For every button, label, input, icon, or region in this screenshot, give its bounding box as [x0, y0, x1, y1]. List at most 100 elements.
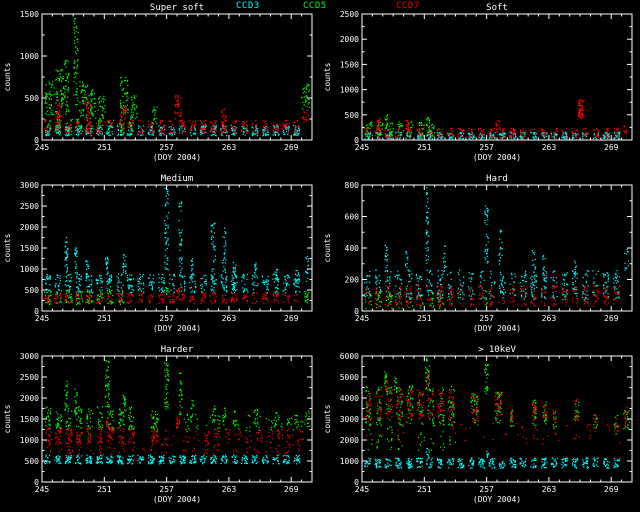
- y-tick-label: 3000: [340, 415, 359, 424]
- x-tick-label: 251: [417, 143, 432, 152]
- x-tick-label: 245: [355, 485, 370, 494]
- y-tick-label: 600: [345, 213, 360, 222]
- y-tick-label: 0: [34, 307, 39, 316]
- chart-hard: 245 251 257 263 269 0 200 400 600 800 (DOY 2004) co…: [323, 174, 633, 333]
- x-tick-label: 251: [97, 485, 112, 494]
- chart-medium: 245 251 257 263 269 0 500 1000 1500 2000 2500 3000 (…: [3, 174, 313, 333]
- y-tick-label: 0: [354, 307, 359, 316]
- x-tick-label: 263: [542, 314, 557, 323]
- x-tick-label: 263: [222, 143, 237, 152]
- x-tick-label: 257: [159, 485, 174, 494]
- chart-soft: 245 251 257 263 269 0 500 1000 1500 2000 2500 (DOY …: [323, 3, 633, 162]
- y-tick-label: 500: [25, 94, 40, 103]
- legend-ccd7-label: CCD7: [396, 1, 420, 11]
- y-tick-label: 2500: [20, 202, 39, 211]
- x-tick-label: 257: [479, 143, 494, 152]
- y-tick-label: 2000: [20, 394, 39, 403]
- chart-title: Hard: [486, 174, 508, 184]
- y-tick-label: 1000: [20, 265, 39, 274]
- scatter-points: [364, 357, 631, 469]
- plot-frame: [361, 13, 633, 141]
- y-tick-label: 0: [354, 136, 359, 145]
- scatter-points: [43, 187, 310, 306]
- x-tick-label: 245: [355, 314, 370, 323]
- chart-gt10kev: 245 251 257 263 269 0 1000 2000 3000 4000 5000 6000…: [323, 345, 633, 504]
- x-tick-label: 269: [284, 314, 299, 323]
- y-tick-label: 0: [34, 136, 39, 145]
- y-tick-label: 2000: [340, 35, 359, 44]
- x-tick-label: 251: [417, 485, 432, 494]
- x-tick-label: 263: [542, 143, 557, 152]
- x-tick-label: 257: [159, 143, 174, 152]
- x-tick-label: 245: [35, 314, 50, 323]
- y-axis-label: counts: [3, 62, 12, 91]
- x-tick-label: 269: [604, 485, 619, 494]
- chart-title: Medium: [161, 174, 194, 184]
- chart-harder: 245 251 257 263 269 0 500 1000 1500 2000 2500 3000 (…: [3, 345, 313, 504]
- y-tick-label: 5000: [340, 373, 359, 382]
- x-tick-label: 245: [35, 143, 50, 152]
- x-tick-label: 257: [479, 314, 494, 323]
- x-tick-label: 245: [355, 143, 370, 152]
- x-tick-label: 257: [159, 314, 174, 323]
- y-tick-label: 1500: [340, 60, 359, 69]
- x-tick-label: 263: [542, 485, 557, 494]
- x-tick-label: 245: [35, 485, 50, 494]
- y-tick-label: 1500: [20, 10, 39, 19]
- chart-super-soft: 245 251 257 263 269 0 500 1000 1500 (DOY 2004) cou…: [3, 3, 313, 162]
- chart-title: Harder: [161, 345, 194, 355]
- chart-title: > 10keV: [478, 345, 517, 355]
- x-axis-label: (DOY 2004): [473, 153, 521, 162]
- y-tick-label: 1500: [20, 415, 39, 424]
- y-tick-label: 200: [345, 276, 360, 285]
- x-tick-label: 251: [417, 314, 432, 323]
- legend-ccd5-label: CCD5: [303, 1, 327, 11]
- x-tick-label: 263: [222, 314, 237, 323]
- y-tick-label: 2500: [20, 373, 39, 382]
- y-tick-label: 0: [34, 478, 39, 487]
- y-axis-label: counts: [3, 233, 12, 262]
- y-tick-label: 2500: [340, 10, 359, 19]
- y-tick-label: 1000: [340, 457, 359, 466]
- scatter-points: [43, 360, 311, 465]
- scatter-points: [363, 99, 628, 140]
- y-axis-label: counts: [3, 404, 12, 433]
- y-axis-label: counts: [323, 62, 332, 91]
- x-tick-label: 269: [604, 314, 619, 323]
- y-tick-label: 500: [25, 286, 40, 295]
- plot-frame: [41, 13, 313, 141]
- scatter-points: [43, 18, 311, 137]
- y-tick-label: 1000: [340, 86, 359, 95]
- y-tick-label: 400: [345, 244, 360, 253]
- legend-ccd3-label: CCD3: [236, 1, 260, 11]
- chart-title: Soft: [486, 3, 508, 13]
- scatter-points: [363, 187, 630, 310]
- y-tick-label: 2000: [340, 436, 359, 445]
- legend-bar: CCD3 CCD5 CCD7: [0, 0, 640, 14]
- x-tick-label: 257: [479, 485, 494, 494]
- plot-frame: [361, 184, 633, 312]
- x-axis-label: (DOY 2004): [473, 495, 521, 504]
- y-tick-label: 1000: [20, 52, 39, 61]
- x-tick-label: 269: [604, 143, 619, 152]
- x-tick-label: 269: [284, 485, 299, 494]
- chart-title: Super soft: [150, 3, 204, 13]
- x-axis-label: (DOY 2004): [153, 153, 201, 162]
- y-tick-label: 4000: [340, 394, 359, 403]
- y-tick-label: 6000: [340, 352, 359, 361]
- x-tick-label: 251: [97, 314, 112, 323]
- y-tick-label: 1500: [20, 244, 39, 253]
- x-tick-label: 251: [97, 143, 112, 152]
- y-tick-label: 500: [345, 111, 360, 120]
- x-axis-label: (DOY 2004): [473, 324, 521, 333]
- y-tick-label: 3000: [20, 352, 39, 361]
- y-tick-label: 2000: [20, 223, 39, 232]
- y-tick-label: 0: [354, 478, 359, 487]
- y-tick-label: 500: [25, 457, 40, 466]
- y-axis-label: counts: [323, 233, 332, 262]
- x-axis-label: (DOY 2004): [153, 324, 201, 333]
- x-tick-label: 269: [284, 143, 299, 152]
- y-axis-label: counts: [323, 404, 332, 433]
- y-tick-label: 1000: [20, 436, 39, 445]
